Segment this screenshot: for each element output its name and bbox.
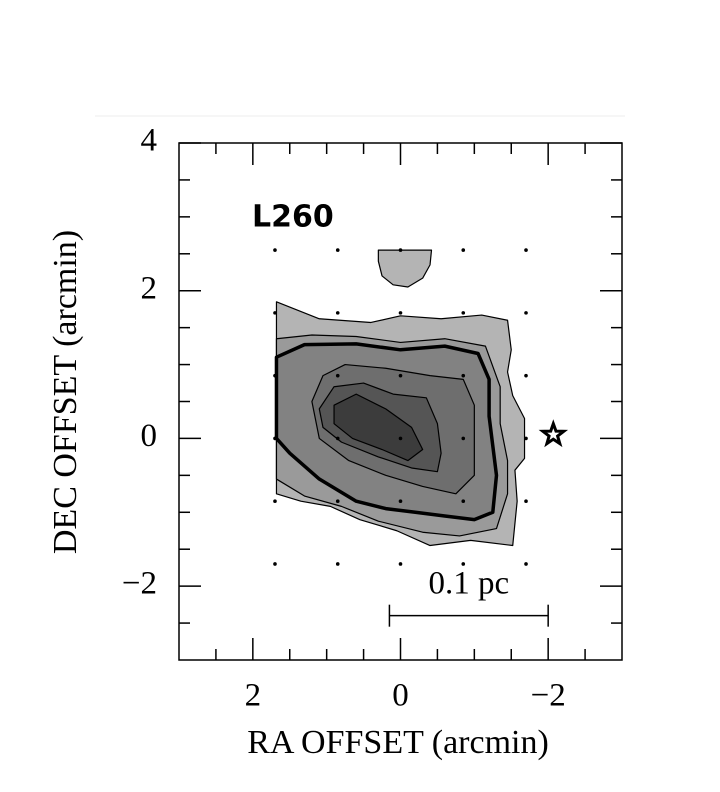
- sample-point: [273, 373, 277, 378]
- sample-point: [335, 499, 340, 504]
- sample-point: [524, 562, 528, 566]
- y-tick-label: 2: [141, 270, 158, 306]
- y-tick-label: −2: [122, 566, 157, 602]
- star-marker: [538, 419, 569, 448]
- y-tick-label: 4: [141, 123, 158, 159]
- sample-point: [461, 562, 466, 566]
- y-tick-label: 0: [141, 418, 158, 454]
- sample-point: [461, 373, 466, 378]
- sample-point: [398, 373, 403, 378]
- y-axis-label: DEC OFFSET (arcmin): [47, 230, 84, 554]
- sample-point: [524, 436, 528, 441]
- sample-point: [273, 248, 277, 252]
- sample-point: [398, 562, 403, 566]
- sample-point: [273, 499, 277, 504]
- sample-point: [398, 248, 403, 252]
- x-axis-label: RA OFFSET (arcmin): [247, 724, 549, 761]
- map-title: L260: [252, 200, 334, 235]
- sample-point: [335, 311, 340, 315]
- x-tick-label: 0: [392, 678, 409, 714]
- sample-point: [273, 562, 277, 566]
- sample-point: [273, 311, 277, 315]
- sample-point: [461, 499, 466, 504]
- sample-point: [398, 311, 403, 315]
- contour: [333, 393, 424, 462]
- sample-point: [335, 248, 340, 252]
- sample-point: [335, 436, 340, 441]
- sample-point: [273, 436, 277, 441]
- sample-point: [335, 373, 340, 378]
- sample-point: [524, 373, 528, 378]
- sample-point: [524, 248, 528, 252]
- sample-point: [461, 248, 466, 252]
- sample-point: [398, 436, 403, 441]
- sample-point: [524, 311, 528, 315]
- sample-point: [335, 562, 340, 566]
- sample-point: [461, 311, 466, 315]
- scale-bar-label: 0.1 pc: [428, 565, 509, 601]
- x-tick-label: −2: [531, 678, 566, 714]
- sample-point: [461, 436, 466, 441]
- sample-point: [398, 499, 403, 504]
- x-tick-label: 2: [245, 678, 262, 714]
- sample-point: [524, 499, 528, 504]
- contour: [377, 249, 433, 288]
